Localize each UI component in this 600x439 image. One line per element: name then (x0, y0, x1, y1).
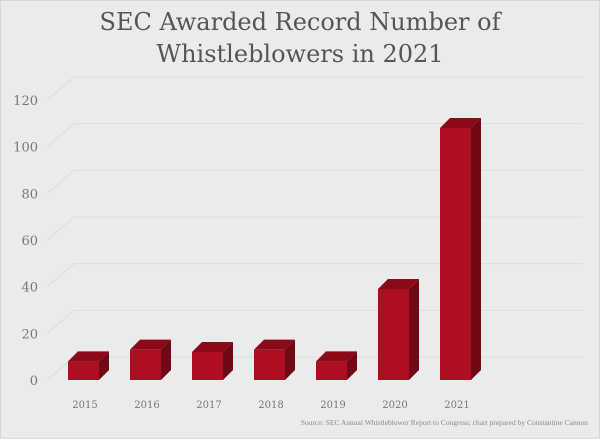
bar-side (347, 351, 357, 380)
gridline-diagonal (46, 263, 75, 288)
bar-side (409, 279, 419, 380)
gridline-diagonal (46, 123, 75, 148)
x-tick-label: 2019 (320, 400, 345, 411)
x-tick-label: 2015 (72, 400, 97, 411)
bar (378, 289, 409, 380)
x-tick-label: 2017 (196, 400, 221, 411)
y-tick-label: 60 (21, 234, 38, 249)
bar-side (99, 351, 109, 380)
y-tick-label: 20 (21, 327, 38, 342)
bar (68, 361, 99, 380)
x-tick-label: 2021 (444, 400, 469, 411)
bar-side (285, 339, 295, 380)
bar-top (316, 351, 357, 362)
bar-top (68, 351, 109, 362)
y-tick-label: 40 (21, 281, 38, 296)
bar-side (471, 118, 481, 380)
bar (254, 349, 285, 380)
gridline-diagonal (46, 309, 75, 334)
gridline-diagonal (46, 216, 75, 241)
x-tick-label: 2020 (382, 400, 407, 411)
bar-top (378, 279, 419, 289)
bar-top (192, 342, 233, 352)
x-tick-label: 2016 (134, 400, 159, 411)
chart-title-line-1: SEC Awarded Record Number of (99, 8, 501, 36)
source-note: Source: SEC Annual Whistleblower Report … (300, 418, 588, 427)
bar (440, 128, 471, 380)
bar-top (440, 118, 481, 128)
x-tick-label: 2018 (258, 400, 283, 411)
y-tick-label: 80 (21, 187, 38, 202)
bar (192, 352, 223, 380)
bar-top (254, 339, 295, 350)
bar-side (223, 342, 233, 380)
bar-top (130, 339, 171, 350)
bar (130, 349, 161, 380)
y-tick-label: 0 (30, 374, 38, 389)
bar-side (161, 339, 171, 380)
chart-title-line-2: Whistleblowers in 2021 (156, 40, 444, 68)
chart-title: SEC Awarded Record Number of Whistleblow… (0, 6, 600, 70)
gridline-diagonal (46, 76, 75, 101)
y-tick-label: 100 (13, 141, 38, 156)
y-tick-label: 120 (13, 94, 38, 109)
gridline-diagonal (46, 169, 75, 194)
bar (316, 361, 347, 380)
